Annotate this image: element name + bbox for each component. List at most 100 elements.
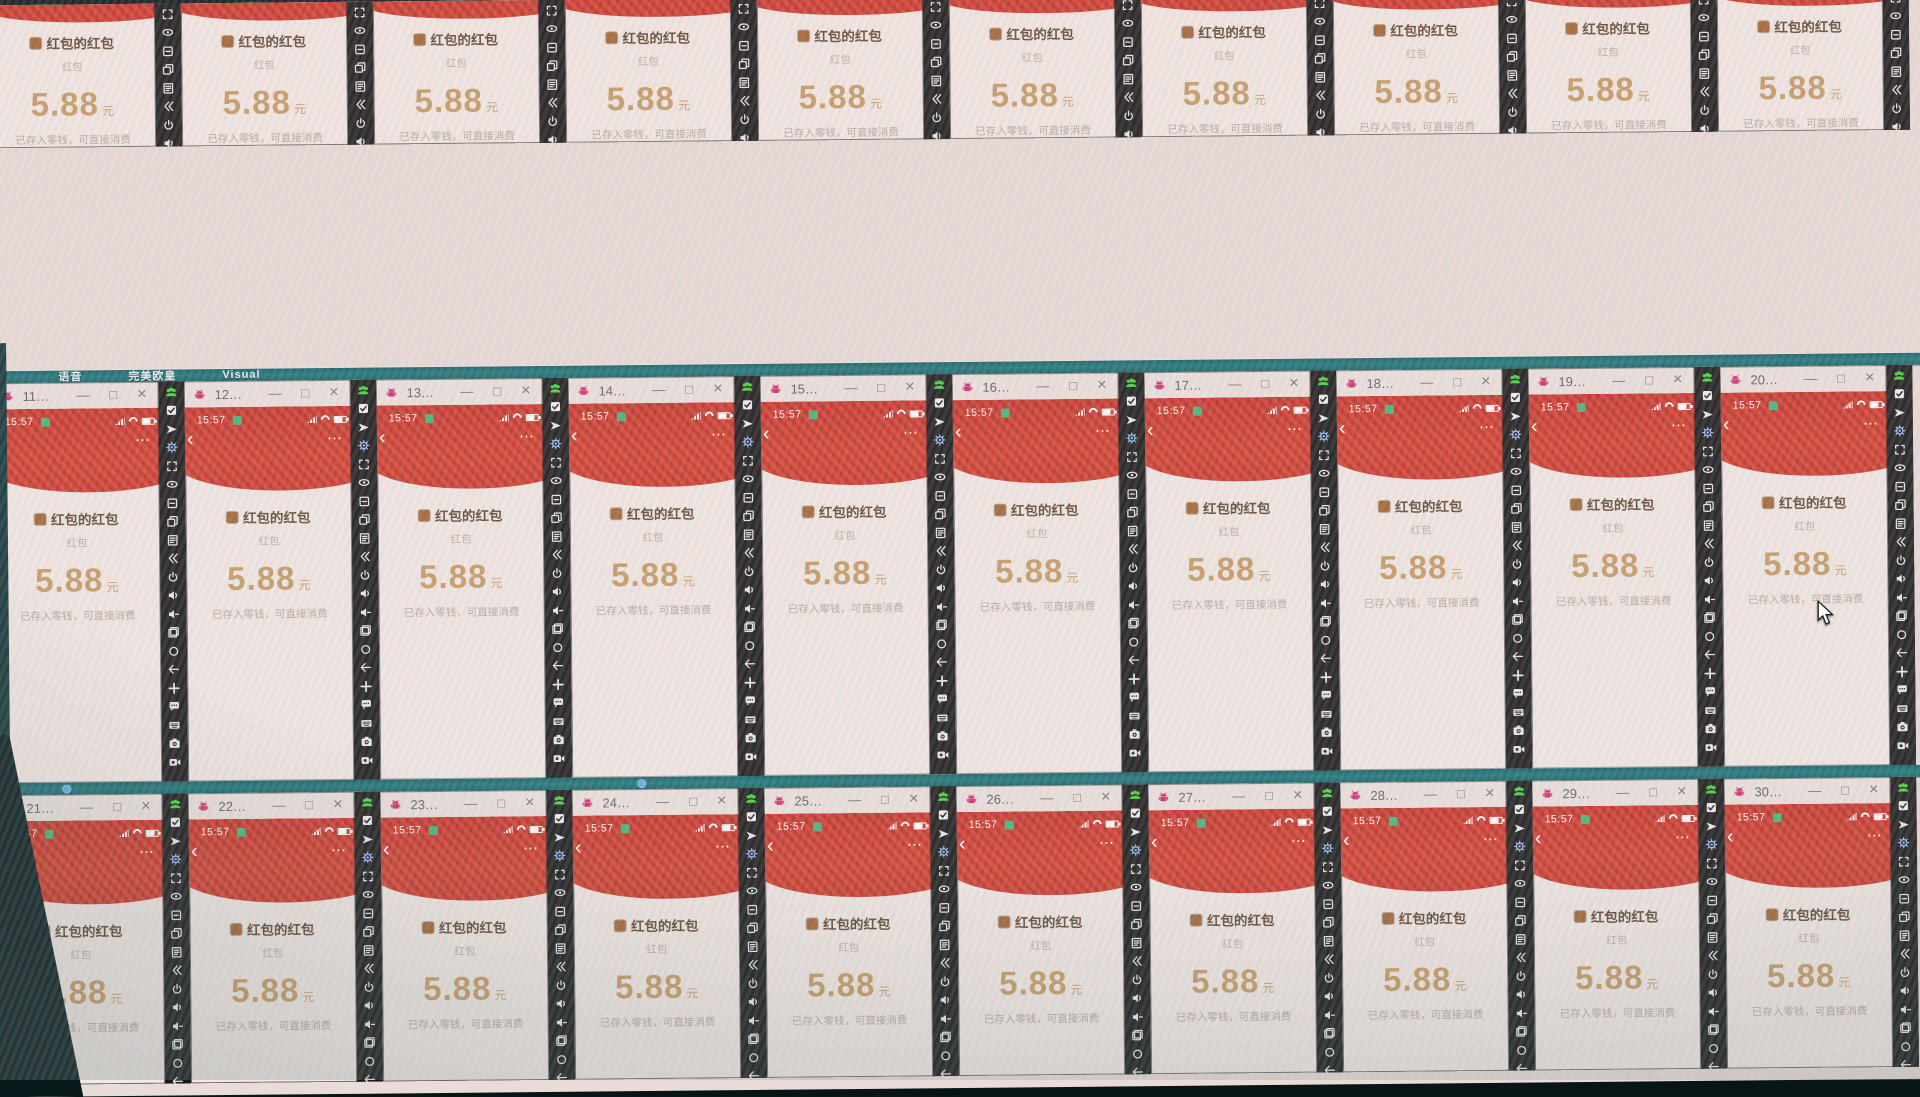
recent-apps-icon[interactable]: [1701, 610, 1718, 625]
emulator-window[interactable]: 红包的红包 红包 5.88 元 已存入零钱，可直接消费: [0, 3, 183, 149]
window-titlebar[interactable]: 25… — □ ×: [764, 786, 957, 814]
sync-group-icon[interactable]: [1699, 370, 1716, 385]
volume-up-icon[interactable]: [741, 582, 758, 597]
volume-up-icon[interactable]: [1705, 985, 1722, 1000]
more-ellipsis[interactable]: ⋯: [714, 838, 731, 856]
emulator-window[interactable]: 23… — □ × 15:57 ‹ ⋯ 红包的红包: [380, 789, 576, 1082]
volume-up-icon[interactable]: [545, 132, 562, 145]
screenshot-icon[interactable]: [544, 40, 561, 55]
collapse-chevrons-icon[interactable]: [1120, 90, 1137, 105]
more-ellipsis[interactable]: ⋯: [1094, 422, 1112, 440]
sync-group-icon[interactable]: [1703, 782, 1720, 797]
power-icon[interactable]: [357, 568, 374, 583]
screenshot-icon[interactable]: [360, 906, 377, 921]
emulator-window[interactable]: 红包的红包 红包 5.88 元 已存入零钱，可直接消费: [564, 0, 759, 143]
collapse-chevrons-icon[interactable]: [1128, 954, 1145, 969]
notes-icon[interactable]: [1320, 933, 1337, 948]
deposit-note[interactable]: 已存入零钱，可直接消费: [403, 606, 520, 620]
emulator-window[interactable]: 18… — □ × 15:57 ‹ ⋯ 红包的红包: [1336, 368, 1533, 771]
eye-icon[interactable]: [932, 470, 949, 485]
emulator-window[interactable]: 21… — □ × 15:57 ‹ ⋯ 红包的红包: [0, 793, 192, 1086]
fullscreen-icon[interactable]: [1887, 0, 1904, 5]
back-chevron[interactable]: ‹: [574, 836, 582, 859]
screenshot-icon[interactable]: [1504, 31, 1521, 46]
chat-icon[interactable]: [1702, 684, 1719, 699]
volume-up-icon[interactable]: [353, 134, 370, 146]
back-chevron[interactable]: ‹: [1722, 413, 1730, 436]
home-icon[interactable]: [553, 1052, 570, 1067]
more-ellipsis[interactable]: ⋯: [1862, 415, 1879, 433]
collapse-chevrons-icon[interactable]: [1696, 84, 1713, 99]
notes-icon[interactable]: [352, 79, 369, 94]
camera-icon[interactable]: [742, 730, 759, 745]
sync-group-icon[interactable]: [163, 384, 180, 399]
camera-icon[interactable]: [1510, 723, 1527, 738]
back-icon[interactable]: [1706, 1059, 1723, 1071]
home-icon[interactable]: [937, 1048, 954, 1063]
minimize-button[interactable]: —: [848, 791, 862, 808]
power-icon[interactable]: [1125, 560, 1142, 575]
maximize-button[interactable]: □: [1073, 789, 1082, 805]
notes-icon[interactable]: [1896, 928, 1913, 943]
screenshot-icon[interactable]: [1512, 895, 1529, 910]
collapse-chevrons-icon[interactable]: [936, 956, 953, 971]
volume-down-icon[interactable]: [933, 599, 950, 614]
checkbox-icon[interactable]: [551, 811, 568, 826]
back-icon[interactable]: [550, 658, 567, 673]
eye-icon[interactable]: [735, 19, 752, 34]
settings-gear-icon[interactable]: [1891, 423, 1908, 438]
deposit-note[interactable]: 已存入零钱，可直接消费: [1171, 598, 1288, 612]
volume-up-icon[interactable]: [1897, 983, 1914, 998]
deposit-note[interactable]: 已存入零钱，可直接消费: [1367, 1008, 1484, 1023]
recent-apps-icon[interactable]: [745, 1031, 762, 1046]
notes-icon[interactable]: [736, 75, 753, 90]
airplane-icon[interactable]: [739, 416, 756, 431]
home-icon[interactable]: [1897, 1039, 1914, 1054]
keyboard-icon[interactable]: [934, 710, 951, 725]
screenshot-icon[interactable]: [932, 488, 949, 503]
collapse-chevrons-icon[interactable]: [933, 544, 950, 559]
home-icon[interactable]: [357, 642, 374, 657]
home-icon[interactable]: [1125, 634, 1142, 649]
minimize-button[interactable]: —: [80, 799, 94, 815]
back-icon[interactable]: [938, 1067, 955, 1078]
recent-apps-icon[interactable]: [1893, 608, 1910, 623]
emulator-window[interactable]: 24… — □ × 15:57 ‹ ⋯ 红包的红包: [572, 787, 768, 1080]
fullscreen-icon[interactable]: [936, 863, 953, 878]
more-ellipsis[interactable]: ⋯: [134, 431, 152, 449]
checkbox-icon[interactable]: [1127, 806, 1144, 821]
fullscreen-icon[interactable]: [1512, 858, 1529, 873]
eye-icon[interactable]: [1512, 876, 1529, 891]
power-icon[interactable]: [549, 566, 566, 581]
maximize-button[interactable]: □: [113, 799, 122, 815]
notes-icon[interactable]: [552, 941, 569, 956]
collapse-chevrons-icon[interactable]: [1896, 946, 1913, 961]
deposit-note[interactable]: 已存入零钱，可直接消费: [979, 600, 1096, 614]
close-button[interactable]: ×: [1865, 369, 1875, 387]
keyboard-icon[interactable]: [1894, 701, 1911, 716]
collapse-chevrons-icon[interactable]: [544, 95, 561, 110]
power-icon[interactable]: [1317, 558, 1334, 573]
emulator-window[interactable]: 26… — □ × 15:57 ‹ ⋯ 红包的红包: [956, 784, 1152, 1077]
screenshot-icon[interactable]: [352, 42, 369, 57]
back-icon[interactable]: [1126, 653, 1143, 668]
fullscreen-icon[interactable]: [1119, 0, 1136, 12]
airplane-icon[interactable]: [1511, 821, 1528, 836]
fullscreen-icon[interactable]: [1896, 854, 1913, 869]
chat-icon[interactable]: [1126, 690, 1143, 705]
close-button[interactable]: ×: [521, 382, 531, 400]
recent-apps-icon[interactable]: [169, 1037, 186, 1052]
more-ellipsis[interactable]: ⋯: [902, 424, 920, 442]
collapse-chevrons-icon[interactable]: [744, 957, 761, 972]
screenshot-icon[interactable]: [1120, 34, 1137, 49]
airplane-icon[interactable]: [1699, 407, 1716, 422]
minimize-button[interactable]: —: [464, 795, 478, 811]
copy-icon[interactable]: [936, 919, 953, 934]
settings-gear-icon[interactable]: [547, 436, 564, 451]
screenshot-icon[interactable]: [936, 900, 953, 915]
copy-icon[interactable]: [1696, 47, 1713, 62]
checkbox-icon[interactable]: [547, 399, 564, 414]
back-chevron[interactable]: ‹: [1342, 829, 1350, 852]
minimize-button[interactable]: —: [1804, 370, 1818, 386]
sync-group-icon[interactable]: [547, 381, 564, 396]
